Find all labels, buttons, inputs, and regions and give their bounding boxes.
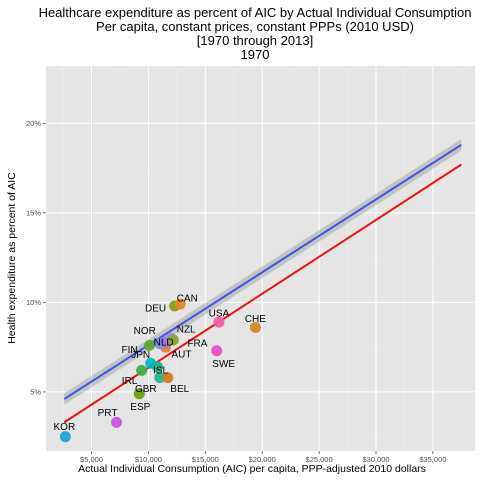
data-label-nor: NOR — [134, 326, 156, 337]
data-point-che — [249, 321, 261, 333]
x-tick-label: $25,000 — [306, 455, 333, 464]
data-label-can: CAN — [177, 294, 198, 305]
data-point-usa — [213, 316, 225, 328]
x-tick-label: $20,000 — [249, 455, 276, 464]
data-label-aut: AUT — [171, 350, 191, 361]
y-tick-label: 10% — [26, 298, 41, 307]
data-label-fra: FRA — [187, 338, 207, 349]
data-label-fin: FIN — [121, 345, 137, 356]
data-label-isl: ISL — [153, 365, 168, 376]
fit-line — [63, 163, 462, 424]
y-tick-label: 15% — [26, 208, 41, 217]
grid-layer — [46, 66, 475, 451]
chart-title-line: Healthcare expenditure as percent of AIC… — [39, 5, 472, 20]
x-tick-label: $30,000 — [362, 455, 389, 464]
data-label-nzl: NZL — [177, 325, 196, 336]
data-label-gbr: GBR — [135, 384, 157, 395]
data-label-esp: ESP — [130, 402, 150, 413]
data-label-kor: KOR — [54, 422, 76, 433]
data-point-esp — [133, 388, 145, 400]
y-tick-label: 20% — [26, 119, 41, 128]
data-label-swe: SWE — [212, 359, 235, 370]
data-point-irl — [136, 364, 148, 376]
y-axis-title: Health expenditure as percent of AIC — [6, 172, 18, 344]
data-label-jpn: JPN — [131, 350, 150, 361]
data-label-usa: USA — [209, 309, 230, 320]
data-label-prt: PRT — [98, 408, 118, 419]
y-tick-label: 5% — [30, 387, 41, 396]
data-label-bel: BEL — [170, 384, 189, 395]
data-point-isl — [152, 361, 164, 373]
data-point-fin — [144, 339, 156, 351]
data-point-can — [174, 298, 186, 310]
data-point-fra — [167, 334, 179, 346]
y-axis-ticks: 5% 10% 15% 20% — [26, 119, 46, 396]
data-label-nld: NLD — [154, 337, 174, 348]
chart-range-line: [1970 through 2013] — [197, 33, 313, 48]
chart-year-line: 1970 — [241, 47, 270, 62]
fit-line — [63, 143, 462, 400]
data-point-gbr — [154, 372, 166, 384]
data-label-irl: IRL — [122, 376, 138, 387]
x-axis-title: Actual Individual Consumption (AIC) per … — [78, 463, 426, 475]
data-point-prt — [111, 416, 123, 428]
data-point-kor — [59, 431, 71, 443]
chart-title: Healthcare expenditure as percent of AIC… — [39, 5, 472, 62]
data-label-che: CHE — [245, 314, 266, 325]
x-tick-label: $15,000 — [192, 455, 219, 464]
data-label-deu: DEU — [145, 303, 166, 314]
x-tick-label: $5,000 — [80, 455, 103, 464]
fit-line-layer — [63, 143, 462, 424]
data-point-swe — [211, 345, 223, 357]
x-axis-ticks: $5,000 $10,000 $15,000 $20,000 $25,000 $30,00… — [80, 451, 446, 464]
data-point-bel — [162, 372, 174, 384]
chart-subtitle-line: Per capita, constant prices, constant PP… — [96, 19, 414, 34]
x-tick-label: $10,000 — [135, 455, 162, 464]
x-tick-label: $35,000 — [419, 455, 446, 464]
data-point-layer — [59, 298, 261, 443]
